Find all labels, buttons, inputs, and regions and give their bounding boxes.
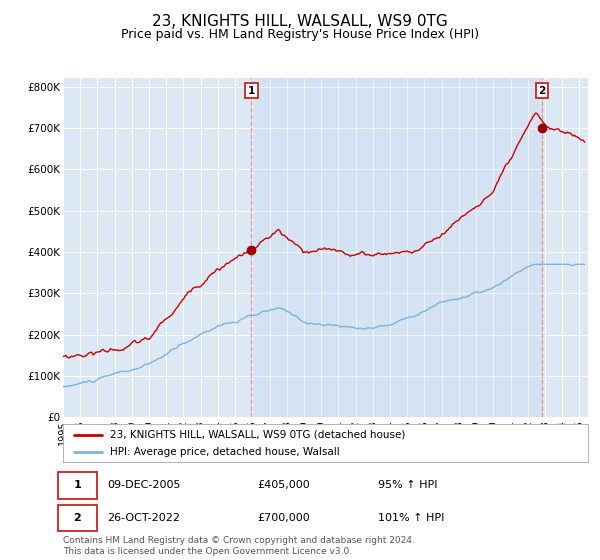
Text: Price paid vs. HM Land Registry's House Price Index (HPI): Price paid vs. HM Land Registry's House … bbox=[121, 28, 479, 41]
FancyBboxPatch shape bbox=[58, 505, 97, 531]
Text: 23, KNIGHTS HILL, WALSALL, WS9 0TG (detached house): 23, KNIGHTS HILL, WALSALL, WS9 0TG (deta… bbox=[110, 430, 406, 440]
Text: 09-DEC-2005: 09-DEC-2005 bbox=[107, 480, 181, 491]
Text: HPI: Average price, detached house, Walsall: HPI: Average price, detached house, Wals… bbox=[110, 447, 340, 458]
Text: 2: 2 bbox=[538, 86, 545, 96]
Text: £700,000: £700,000 bbox=[257, 513, 310, 523]
Text: 2: 2 bbox=[73, 513, 81, 523]
Text: 95% ↑ HPI: 95% ↑ HPI bbox=[378, 480, 437, 491]
Text: 1: 1 bbox=[73, 480, 81, 491]
Text: 1: 1 bbox=[248, 86, 255, 96]
Bar bbox=[251, 78, 542, 417]
Text: 26-OCT-2022: 26-OCT-2022 bbox=[107, 513, 181, 523]
Text: £405,000: £405,000 bbox=[257, 480, 310, 491]
Text: 23, KNIGHTS HILL, WALSALL, WS9 0TG: 23, KNIGHTS HILL, WALSALL, WS9 0TG bbox=[152, 14, 448, 29]
Text: 101% ↑ HPI: 101% ↑ HPI bbox=[378, 513, 445, 523]
FancyBboxPatch shape bbox=[58, 472, 97, 498]
Text: Contains HM Land Registry data © Crown copyright and database right 2024.
This d: Contains HM Land Registry data © Crown c… bbox=[63, 536, 415, 556]
